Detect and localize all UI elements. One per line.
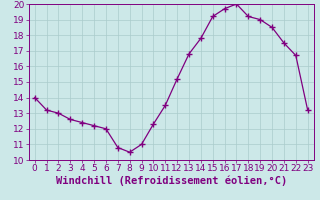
X-axis label: Windchill (Refroidissement éolien,°C): Windchill (Refroidissement éolien,°C) — [56, 176, 287, 186]
